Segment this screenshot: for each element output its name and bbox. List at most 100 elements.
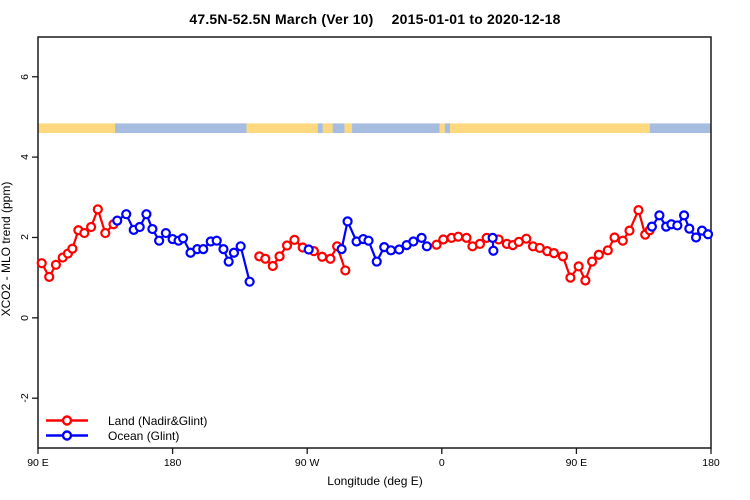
data-point [141,209,152,220]
x-tick-label: 90 W [294,457,320,469]
chart-title: 47.5N-52.5N March (Ver 10) 2015-01-01 to… [0,11,750,27]
data-point [617,235,628,246]
data-point [416,232,427,243]
data-point [487,232,498,243]
data-point [218,244,229,255]
data-point [274,251,285,262]
surface-band-land-segment [322,123,333,134]
data-point [340,265,351,276]
data-point [593,249,604,260]
plot-frame [37,36,712,449]
data-point [702,229,714,240]
surface-band-ocean-segment [352,123,440,134]
data-point [100,227,111,239]
y-tick-label: 6 [19,73,31,80]
data-point [177,233,189,244]
chart-title-daterange: 2015-01-01 to 2020-12-18 [391,11,561,27]
data-point [431,239,442,250]
surface-band-land-segment [439,123,445,134]
data-point [548,248,560,259]
y-tick-label: -2 [19,393,31,403]
data-point [260,253,271,264]
y-tick-label: 4 [19,154,31,161]
surface-band-land-segment [246,123,318,134]
data-point [521,233,532,244]
data-point [573,261,584,272]
data-point [580,275,591,286]
data-point [67,243,78,254]
data-point [421,241,432,252]
x-tick-label: 180 [163,457,182,469]
data-point [303,244,314,255]
data-point [654,210,665,221]
x-tick-label: 90 E [565,457,588,469]
surface-band-land-segment [344,123,353,134]
data-point [44,271,55,282]
data-point [228,247,240,258]
data-point [453,231,464,242]
x-axis-title: Longitude (deg E) [327,474,423,488]
data-point [281,240,293,251]
data-point [408,236,419,247]
data-point [385,245,397,256]
data-point [646,221,658,232]
surface-band-land-segment [38,123,116,134]
x-tick-label: 0 [438,457,445,469]
data-point [672,220,683,231]
data-point [85,221,97,233]
data-point [223,256,234,267]
legend-label-land: Land (Nadir&Glint) [108,414,208,428]
data-point [488,245,499,256]
data-point [336,244,347,255]
data-point [394,244,405,255]
data-point [317,251,328,262]
data-point [235,241,246,252]
data-point [363,235,374,246]
data-point [50,259,62,270]
chart-title-region: 47.5N-52.5N March (Ver 10) [189,11,374,27]
data-point [289,234,300,245]
x-tick-label: 90 E [27,457,49,469]
data-point [79,227,90,239]
data-point [121,209,132,220]
data-point [92,204,103,215]
data-point [160,227,171,239]
data-point [587,256,598,267]
data-point [36,258,47,269]
data-point [624,225,635,236]
y-axis-title: XCO2 - MLO trend (ppm) [0,181,13,317]
data-point [474,238,486,250]
data-point [211,235,222,246]
data-point [438,234,449,245]
legend-marker [61,430,73,441]
surface-band-ocean-segment [649,123,711,134]
data-point [154,235,165,246]
data-point [112,215,123,226]
data-point [565,272,576,283]
y-tick-label: 2 [19,234,31,241]
data-point [461,232,472,243]
x-tick-label: 180 [702,457,720,469]
data-point [684,223,695,234]
data-point [557,251,569,262]
surface-band-ocean-segment [444,123,451,134]
y-tick-label: 0 [19,314,31,321]
data-point [267,260,278,272]
surface-band-ocean-segment [317,123,323,134]
data-point [633,205,644,216]
data-point [198,244,209,255]
surface-band-ocean-segment [115,123,247,134]
data-point [147,223,158,235]
legend-marker [61,415,73,426]
surface-band-land-segment [450,123,650,134]
data-point [609,232,620,243]
data-point [134,221,145,233]
data-point [690,232,702,243]
data-point [602,245,613,256]
data-point [678,210,690,221]
data-point [244,276,255,287]
legend-label-ocean: Ocean (Glint) [108,429,180,443]
data-point [325,253,336,264]
